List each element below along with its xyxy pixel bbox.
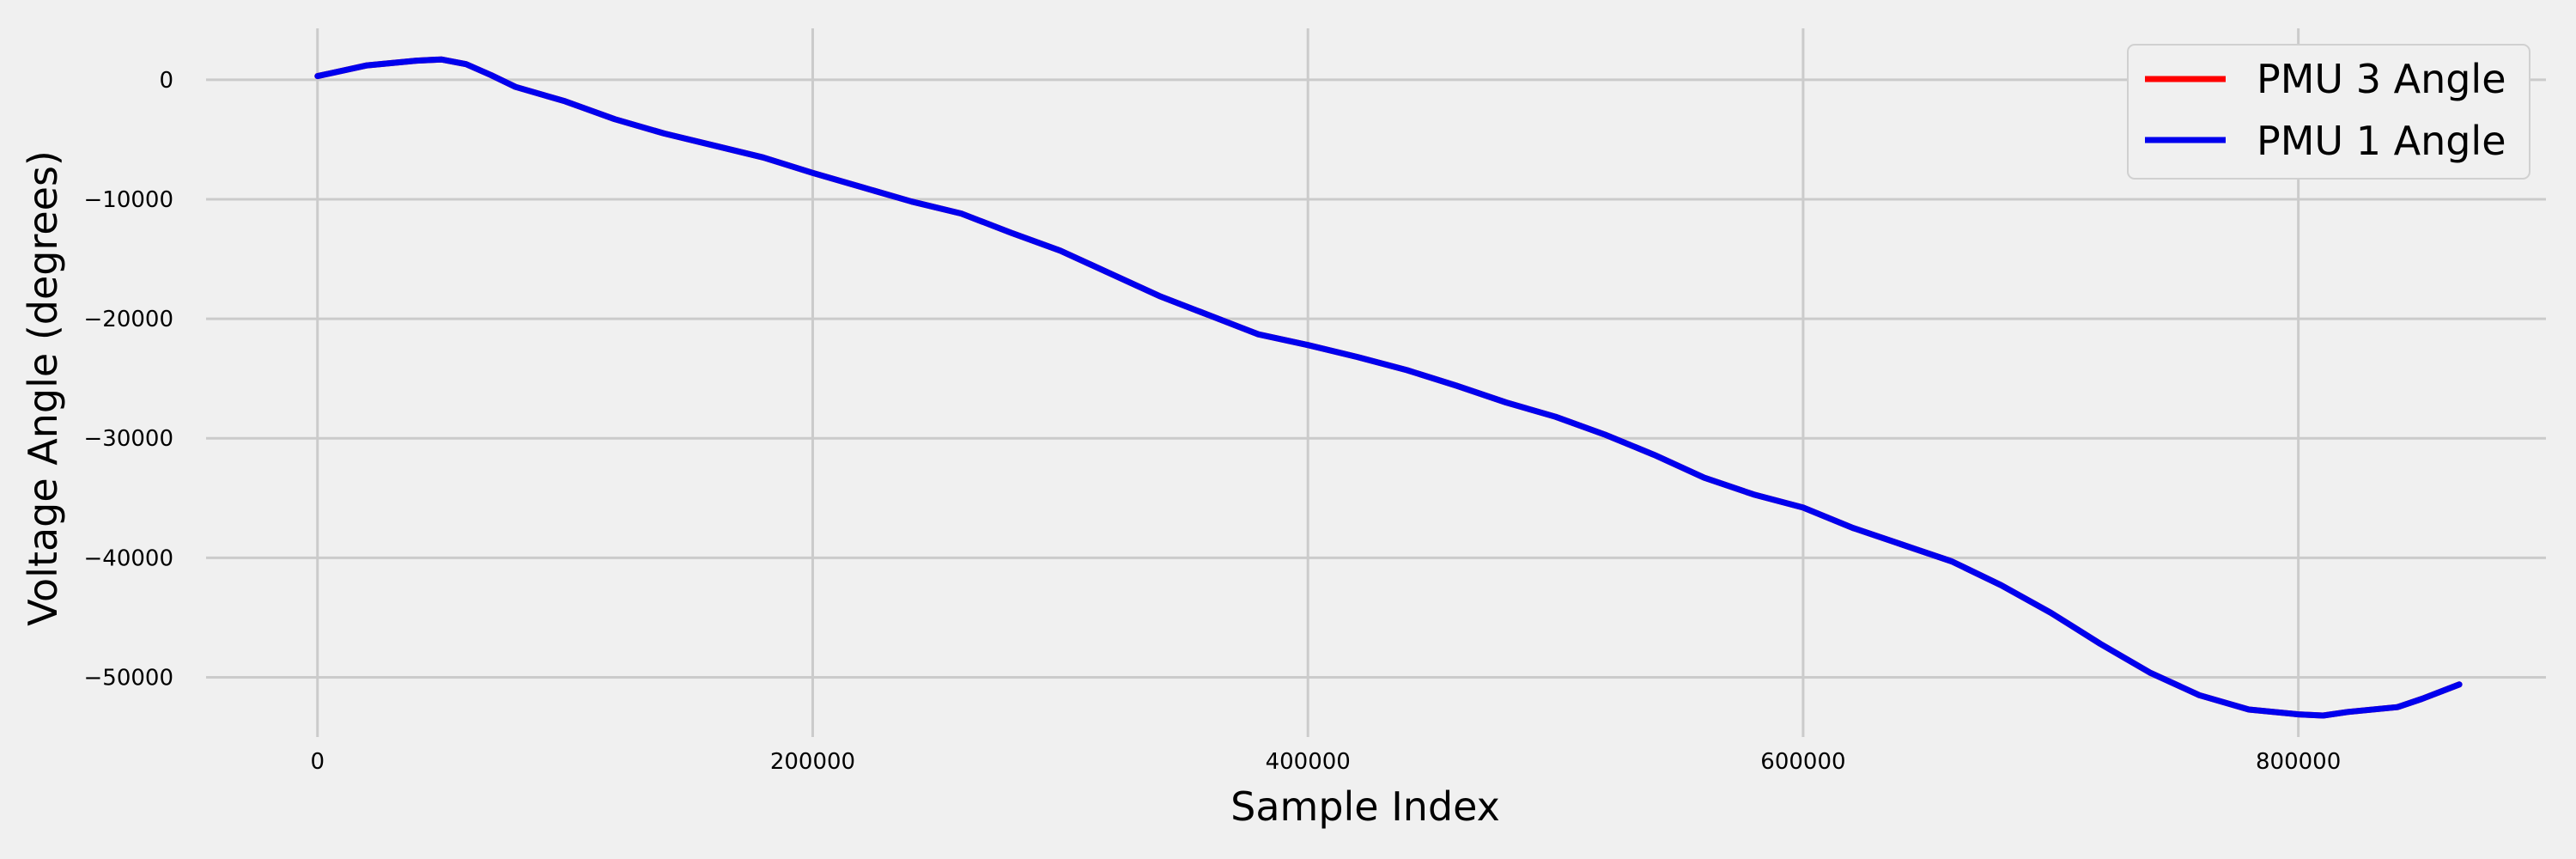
- legend-label-pmu1: PMU 1 Angle: [2257, 118, 2506, 164]
- legend-box: [2127, 44, 2530, 180]
- y-tick-label: 0: [159, 68, 173, 94]
- x-tick-label: 200000: [770, 749, 855, 775]
- y-axis-label: Voltage Angle (degrees): [20, 150, 66, 626]
- y-tick-label: −20000: [84, 307, 174, 332]
- tick-labels: 0 200000 400000 600000 800000 0 −10000 −20000 −3…: [84, 68, 2342, 775]
- legend-label-pmu3: PMU 3 Angle: [2257, 56, 2506, 102]
- series-line-pmu-1-angle: [314, 56, 2463, 719]
- y-tick-label: −30000: [84, 426, 174, 452]
- y-tick-label: −50000: [84, 665, 174, 691]
- series-lines: [314, 56, 2463, 719]
- y-tick-label: −40000: [84, 545, 174, 571]
- x-axis-label: Sample Index: [1230, 783, 1500, 830]
- x-tick-label: 400000: [1266, 749, 1351, 775]
- x-tick-label: 600000: [1760, 749, 1845, 775]
- x-tick-label: 0: [310, 749, 325, 775]
- x-tick-label: 800000: [2256, 749, 2341, 775]
- legend: PMU 3 Angle PMU 1 Angle: [2127, 44, 2530, 180]
- y-tick-label: −10000: [84, 187, 174, 213]
